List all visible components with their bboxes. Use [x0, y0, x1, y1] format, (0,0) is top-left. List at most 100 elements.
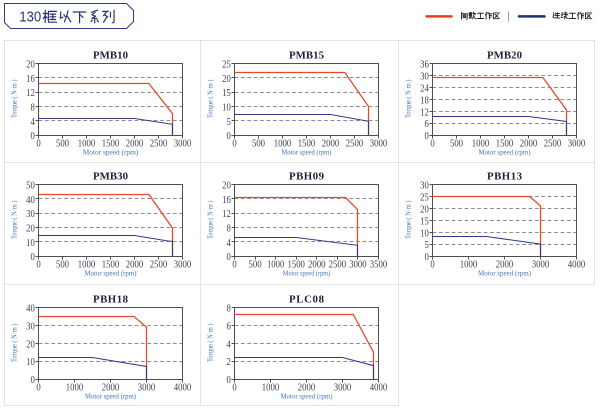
svg-text:2000: 2000	[496, 260, 513, 271]
svg-text:12: 12	[26, 88, 35, 99]
svg-text:Motor speed (rpm): Motor speed (rpm)	[85, 391, 136, 400]
svg-text:3000: 3000	[174, 139, 191, 150]
svg-text:4000: 4000	[174, 383, 191, 394]
svg-text:Motor speed (rpm): Motor speed (rpm)	[282, 147, 332, 156]
svg-text:6: 6	[226, 321, 230, 332]
svg-text:PMB20: PMB20	[487, 50, 522, 62]
svg-text:8: 8	[30, 103, 34, 114]
svg-text:40: 40	[26, 195, 35, 206]
svg-text:10: 10	[420, 228, 429, 239]
svg-text:2000: 2000	[308, 260, 325, 271]
svg-text:25: 25	[222, 60, 231, 71]
svg-text:1500: 1500	[298, 139, 315, 150]
svg-text:1500: 1500	[288, 260, 305, 271]
svg-text:5: 5	[226, 117, 230, 128]
svg-text:2500: 2500	[346, 139, 363, 150]
svg-text:2000: 2000	[298, 383, 315, 394]
svg-text:10: 10	[26, 357, 35, 368]
svg-text:Torque ( N·m ): Torque ( N·m )	[10, 79, 19, 118]
svg-text:1000: 1000	[78, 139, 95, 150]
svg-text:20: 20	[222, 181, 231, 192]
svg-text:3000: 3000	[370, 139, 387, 150]
svg-text:4000: 4000	[370, 383, 387, 394]
svg-text:4000: 4000	[568, 260, 585, 271]
svg-text:0: 0	[30, 375, 34, 386]
svg-text:0: 0	[226, 131, 230, 142]
svg-text:15: 15	[420, 216, 429, 227]
svg-text:Torque ( N·m ): Torque ( N·m )	[206, 200, 215, 239]
svg-text:24: 24	[420, 83, 429, 94]
svg-text:1000: 1000	[472, 139, 489, 150]
svg-text:Motor speed (rpm): Motor speed (rpm)	[83, 147, 139, 156]
svg-text:0: 0	[30, 252, 34, 263]
svg-text:1500: 1500	[102, 260, 119, 271]
svg-text:0: 0	[424, 131, 428, 142]
svg-text:30: 30	[420, 72, 429, 83]
svg-text:PMB15: PMB15	[289, 50, 324, 62]
svg-text:PMB30: PMB30	[93, 171, 128, 183]
svg-text:500: 500	[56, 139, 69, 150]
svg-text:20: 20	[222, 74, 231, 85]
svg-text:16: 16	[222, 195, 231, 206]
svg-text:0: 0	[226, 375, 230, 386]
svg-text:15: 15	[222, 88, 231, 99]
svg-text:30: 30	[420, 181, 429, 192]
svg-text:0: 0	[36, 139, 40, 150]
svg-text:Motor speed (rpm): Motor speed (rpm)	[478, 268, 531, 277]
svg-text:3000: 3000	[349, 260, 366, 271]
svg-text:30: 30	[26, 321, 35, 332]
svg-text:3500: 3500	[370, 260, 387, 271]
svg-text:Motor speed (rpm): Motor speed (rpm)	[479, 147, 531, 156]
svg-text:16: 16	[26, 74, 35, 85]
svg-text:Torque ( N·m ): Torque ( N·m )	[404, 79, 413, 118]
svg-text:1500: 1500	[496, 139, 513, 150]
svg-text:500: 500	[249, 260, 262, 271]
svg-text:6: 6	[424, 119, 428, 130]
svg-text:8: 8	[226, 224, 230, 235]
svg-text:Torque ( N·m ): Torque ( N·m )	[404, 200, 413, 239]
svg-text:130: 130	[19, 10, 41, 26]
svg-text:2500: 2500	[150, 260, 167, 271]
svg-text:500: 500	[252, 139, 265, 150]
svg-text:3000: 3000	[174, 260, 191, 271]
svg-text:10: 10	[222, 103, 231, 114]
svg-text:0: 0	[36, 260, 40, 271]
svg-text:4: 4	[226, 339, 231, 350]
svg-text:2: 2	[226, 357, 230, 368]
svg-text:PBH18: PBH18	[93, 294, 129, 306]
svg-text:3000: 3000	[568, 139, 585, 150]
svg-text:4: 4	[226, 238, 231, 249]
svg-text:36: 36	[420, 60, 429, 71]
svg-text:1500: 1500	[102, 139, 119, 150]
svg-text:0: 0	[430, 139, 434, 150]
svg-text:0: 0	[226, 252, 230, 263]
svg-text:2000: 2000	[102, 383, 119, 394]
svg-text:1000: 1000	[460, 260, 477, 271]
svg-text:20: 20	[26, 60, 35, 71]
svg-text:4: 4	[30, 117, 35, 128]
svg-text:12: 12	[222, 209, 231, 220]
svg-text:25: 25	[420, 193, 429, 204]
svg-text:50: 50	[26, 181, 35, 192]
svg-text:20: 20	[26, 224, 35, 235]
svg-text:Motor speed (rpm): Motor speed (rpm)	[283, 268, 331, 277]
svg-text:12: 12	[420, 107, 429, 118]
svg-text:5: 5	[424, 240, 428, 251]
svg-text:Motor speed (rpm): Motor speed (rpm)	[281, 391, 333, 400]
svg-text:3000: 3000	[334, 383, 351, 394]
svg-text:1000: 1000	[66, 383, 83, 394]
svg-text:Torque ( N·m ): Torque ( N·m )	[10, 200, 19, 239]
svg-text:500: 500	[450, 139, 463, 150]
svg-text:3000: 3000	[532, 260, 549, 271]
svg-text:20: 20	[26, 339, 35, 350]
svg-text:PBH13: PBH13	[487, 171, 523, 183]
svg-text:0: 0	[424, 252, 428, 263]
svg-text:2000: 2000	[126, 139, 143, 150]
svg-text:PBH09: PBH09	[289, 171, 325, 183]
svg-text:40: 40	[26, 304, 35, 315]
svg-text:Motor speed (rpm): Motor speed (rpm)	[85, 268, 137, 277]
svg-text:Torque ( N·m ): Torque ( N·m )	[206, 79, 215, 118]
svg-text:3000: 3000	[138, 383, 155, 394]
svg-text:2000: 2000	[126, 260, 143, 271]
svg-text:2000: 2000	[322, 139, 339, 150]
